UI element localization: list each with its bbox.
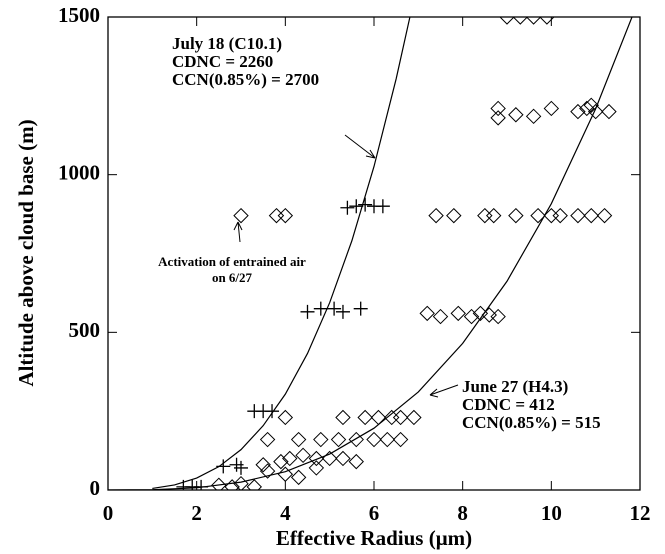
diamond-point [273,453,289,470]
diamond-point [348,453,364,470]
diamond-point [508,107,524,123]
y-tick-label: 1500 [58,3,100,27]
diamond-point [512,17,529,25]
x-tick-label: 4 [280,501,291,525]
diamond-point [233,207,249,224]
plus-point [234,460,248,475]
diamond-point [348,431,364,448]
annotation: on 6/27 [212,270,253,285]
diamond-point [539,17,555,25]
diamond-point [450,305,466,322]
arrow [429,384,459,398]
plus-point [265,404,280,419]
diamond-point [490,308,506,325]
arrow [233,221,243,243]
diamond-point [366,431,382,448]
plus-point [340,200,355,215]
diamond-point [490,100,506,117]
plus-point [375,199,390,214]
diamond-point [357,409,373,426]
diamond-point [392,409,409,426]
diamond-point [419,305,435,322]
annotation: CCN(0.85%) = 515 [462,413,601,432]
diamond-point [525,108,542,125]
arrow [344,134,376,159]
diamond-point [570,103,586,120]
plus-point [300,304,315,319]
diamond-point [552,207,568,224]
x-tick-label: 12 [630,501,651,525]
diamond-point [446,207,462,224]
diamond-point [255,457,271,473]
plus-point [358,197,373,212]
diamond-point [370,409,387,426]
diamond-point [525,17,542,25]
annotation: July 18 (C10.1) [172,34,282,53]
diamond-point [308,460,325,476]
arrows [233,134,459,398]
plus-point [353,301,368,316]
diamond-point [246,479,263,490]
plus-point [349,199,364,214]
diamond-point [583,207,599,224]
diamond-point [587,103,604,120]
x-tick-label: 6 [369,501,380,525]
diamond-point [406,409,422,426]
annotation: CDNC = 2260 [172,52,273,71]
diamond-point [601,103,617,120]
diamond-point [224,479,240,490]
y-tick-label: 500 [69,318,101,342]
plus-point [327,301,342,316]
diamond-point [259,431,276,448]
x-tick-label: 8 [457,501,468,525]
diamond-point [335,409,351,426]
diamond-point [308,450,325,467]
diamond-point [211,477,227,490]
diamond-point [379,431,396,448]
annotation: Activation of entrained air [158,254,306,269]
diamond-point [543,100,560,117]
diamond-point [330,431,347,448]
diamond-point [290,469,307,486]
diamond-point [543,207,560,224]
diamond-point [268,207,285,224]
diamond-point [477,207,493,224]
diamond-point [579,100,595,117]
y-axis-title: Altitude above cloud base (m) [14,119,38,386]
diamond-point [499,17,515,25]
y-tick-label: 1000 [58,160,100,184]
annotation: June 27 (H4.3) [462,377,568,396]
diamond-point [277,409,294,426]
diamond-point [530,207,546,224]
diamond-point [277,207,294,224]
diamond-point [259,463,276,479]
curve [152,17,411,490]
diamond-point [335,450,351,467]
annotation: CDNC = 412 [462,395,555,414]
diamond-point [508,207,524,224]
y-tick-label: 0 [90,476,101,500]
diamond-point [428,207,444,224]
x-tick-label: 10 [541,501,562,525]
diamond-point [583,97,599,114]
diamond-point [295,447,311,464]
annotation: CCN(0.85%) = 2700 [172,70,319,89]
diamond-point [490,110,506,126]
plot-area [108,17,633,490]
plus-point [335,304,350,319]
diamond-point [313,431,329,448]
x-axis-title: Effective Radius (μm) [276,526,472,550]
x-tick-label: 0 [103,501,114,525]
diamond-point [485,207,502,224]
diamond-point [282,450,298,467]
diamond-point [290,431,307,448]
diamond-point [596,207,613,224]
diamond-point [463,308,480,325]
diamond-point [432,308,449,325]
x-tick-label: 2 [191,501,202,525]
diamond-point [392,431,409,448]
diamond-point [570,207,586,224]
plus-point [313,301,328,316]
